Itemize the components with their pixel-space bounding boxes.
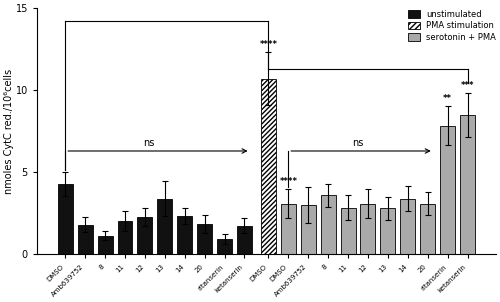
Bar	[178, 216, 192, 254]
Bar	[261, 79, 276, 254]
Text: ****: ****	[260, 40, 278, 49]
Bar	[320, 195, 336, 254]
Y-axis label: nmoles CytC red./10⁶cells: nmoles CytC red./10⁶cells	[4, 69, 14, 194]
Text: **: **	[443, 95, 452, 103]
Text: ****: ****	[280, 177, 297, 186]
Bar	[380, 208, 396, 254]
Bar	[118, 221, 132, 254]
Bar	[78, 225, 92, 254]
Bar	[217, 239, 232, 254]
Text: ***: ***	[461, 81, 474, 90]
Legend: unstimulated, PMA stimulation, serotonin + PMA: unstimulated, PMA stimulation, serotonin…	[408, 10, 496, 42]
Bar	[281, 204, 296, 254]
Bar	[420, 204, 435, 254]
Bar	[197, 224, 212, 254]
Text: ns: ns	[143, 138, 154, 148]
Bar	[237, 226, 252, 254]
Bar	[360, 204, 376, 254]
Bar	[440, 126, 455, 254]
Bar	[98, 236, 112, 254]
Bar	[400, 199, 415, 254]
Bar	[300, 205, 316, 254]
Bar	[340, 208, 355, 254]
Text: ns: ns	[352, 138, 364, 148]
Bar	[460, 115, 475, 254]
Bar	[58, 184, 73, 254]
Bar	[138, 217, 152, 254]
Bar	[158, 199, 172, 254]
